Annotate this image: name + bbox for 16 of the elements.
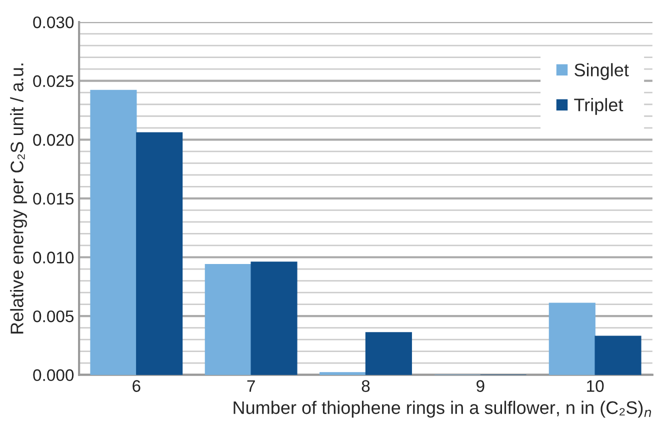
y-tick-label: 0.015 (33, 192, 74, 205)
x-tick-label: 8 (362, 380, 370, 392)
x-tick-label: 7 (247, 380, 255, 392)
legend-label: Singlet (574, 63, 629, 80)
x-axis-title: Number of thiophene rings in a sulflower, n in (C₂S)$_{n}$ (234, 400, 652, 418)
x-tick-label: 9 (476, 380, 484, 392)
y-tick-label: 0.005 (33, 310, 74, 322)
y-tick-label: 0.020 (33, 134, 74, 146)
y-tick-label: 0.000 (33, 369, 74, 382)
y-tick-label: 0.030 (33, 16, 74, 28)
legend-label: Triplet (574, 98, 624, 115)
y-tick-label: 0.025 (33, 75, 74, 88)
x-tick-label: 6 (132, 380, 140, 392)
y-tick-label: 0.010 (33, 252, 74, 264)
x-tick-label: 10 (587, 380, 604, 392)
y-axis-title: Relative energy per C₂S unit / a.u. (10, 64, 27, 334)
